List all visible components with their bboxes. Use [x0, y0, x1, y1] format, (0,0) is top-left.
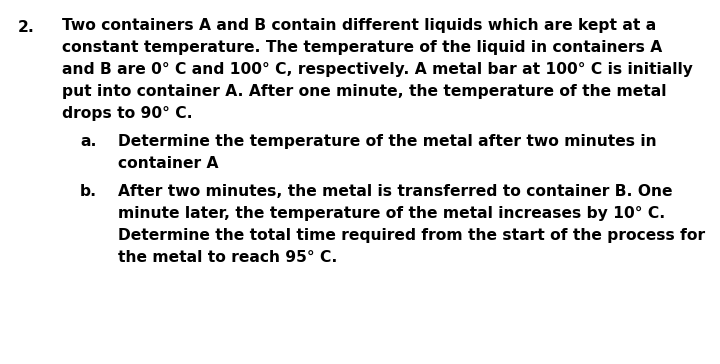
Text: b.: b. [80, 184, 97, 199]
Text: minute later, the temperature of the metal increases by 10° C.: minute later, the temperature of the met… [118, 206, 665, 221]
Text: constant temperature. The temperature of the liquid in containers A: constant temperature. The temperature of… [62, 40, 662, 55]
Text: and B are 0° C and 100° C, respectively. A metal bar at 100° C is initially: and B are 0° C and 100° C, respectively.… [62, 62, 693, 77]
Text: Determine the temperature of the metal after two minutes in: Determine the temperature of the metal a… [118, 134, 657, 149]
Text: container A: container A [118, 156, 218, 171]
Text: the metal to reach 95° C.: the metal to reach 95° C. [118, 250, 338, 265]
Text: Two containers A and B contain different liquids which are kept at a: Two containers A and B contain different… [62, 18, 656, 33]
Text: After two minutes, the metal is transferred to container B. One: After two minutes, the metal is transfer… [118, 184, 672, 199]
Text: 2.: 2. [18, 20, 35, 35]
Text: a.: a. [80, 134, 96, 149]
Text: Determine the total time required from the start of the process for: Determine the total time required from t… [118, 228, 705, 243]
Text: drops to 90° C.: drops to 90° C. [62, 106, 193, 121]
Text: put into container A. After one minute, the temperature of the metal: put into container A. After one minute, … [62, 84, 667, 99]
